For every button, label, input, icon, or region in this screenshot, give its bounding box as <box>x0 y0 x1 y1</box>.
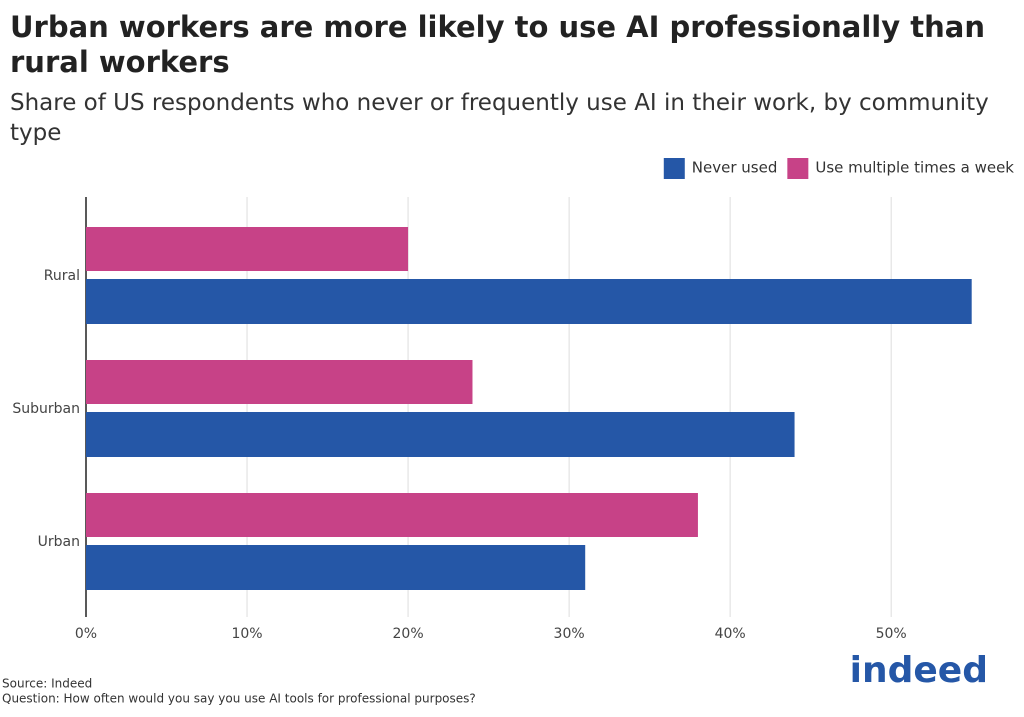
bar <box>86 227 409 271</box>
logo: indeed <box>850 650 988 691</box>
note: Question: How often would you say you us… <box>2 692 476 706</box>
y-tick-label: Suburban <box>12 401 80 417</box>
legend-swatch <box>663 158 685 179</box>
bar <box>86 493 698 537</box>
bar <box>86 360 473 404</box>
y-tick-label: Urban <box>38 534 80 550</box>
legend-label: Use multiple times a week <box>815 159 1014 177</box>
x-tick-label: 30% <box>554 626 585 642</box>
chart-title: Urban workers are more likely to use AI … <box>10 10 985 79</box>
x-tick-label: 40% <box>715 626 746 642</box>
legend-label: Never used <box>692 159 778 177</box>
x-tick-label: 10% <box>231 626 262 642</box>
legend-swatch <box>787 158 809 179</box>
bar <box>86 545 586 590</box>
chart-subtitle: Share of US respondents who never or fre… <box>10 90 989 146</box>
x-tick-label: 50% <box>876 626 907 642</box>
bar <box>86 412 795 457</box>
x-tick-label: 0% <box>75 626 97 642</box>
bar <box>86 279 972 324</box>
x-tick-label: 20% <box>393 626 424 642</box>
source: Source: Indeed <box>2 677 92 691</box>
y-tick-label: Rural <box>44 268 80 284</box>
